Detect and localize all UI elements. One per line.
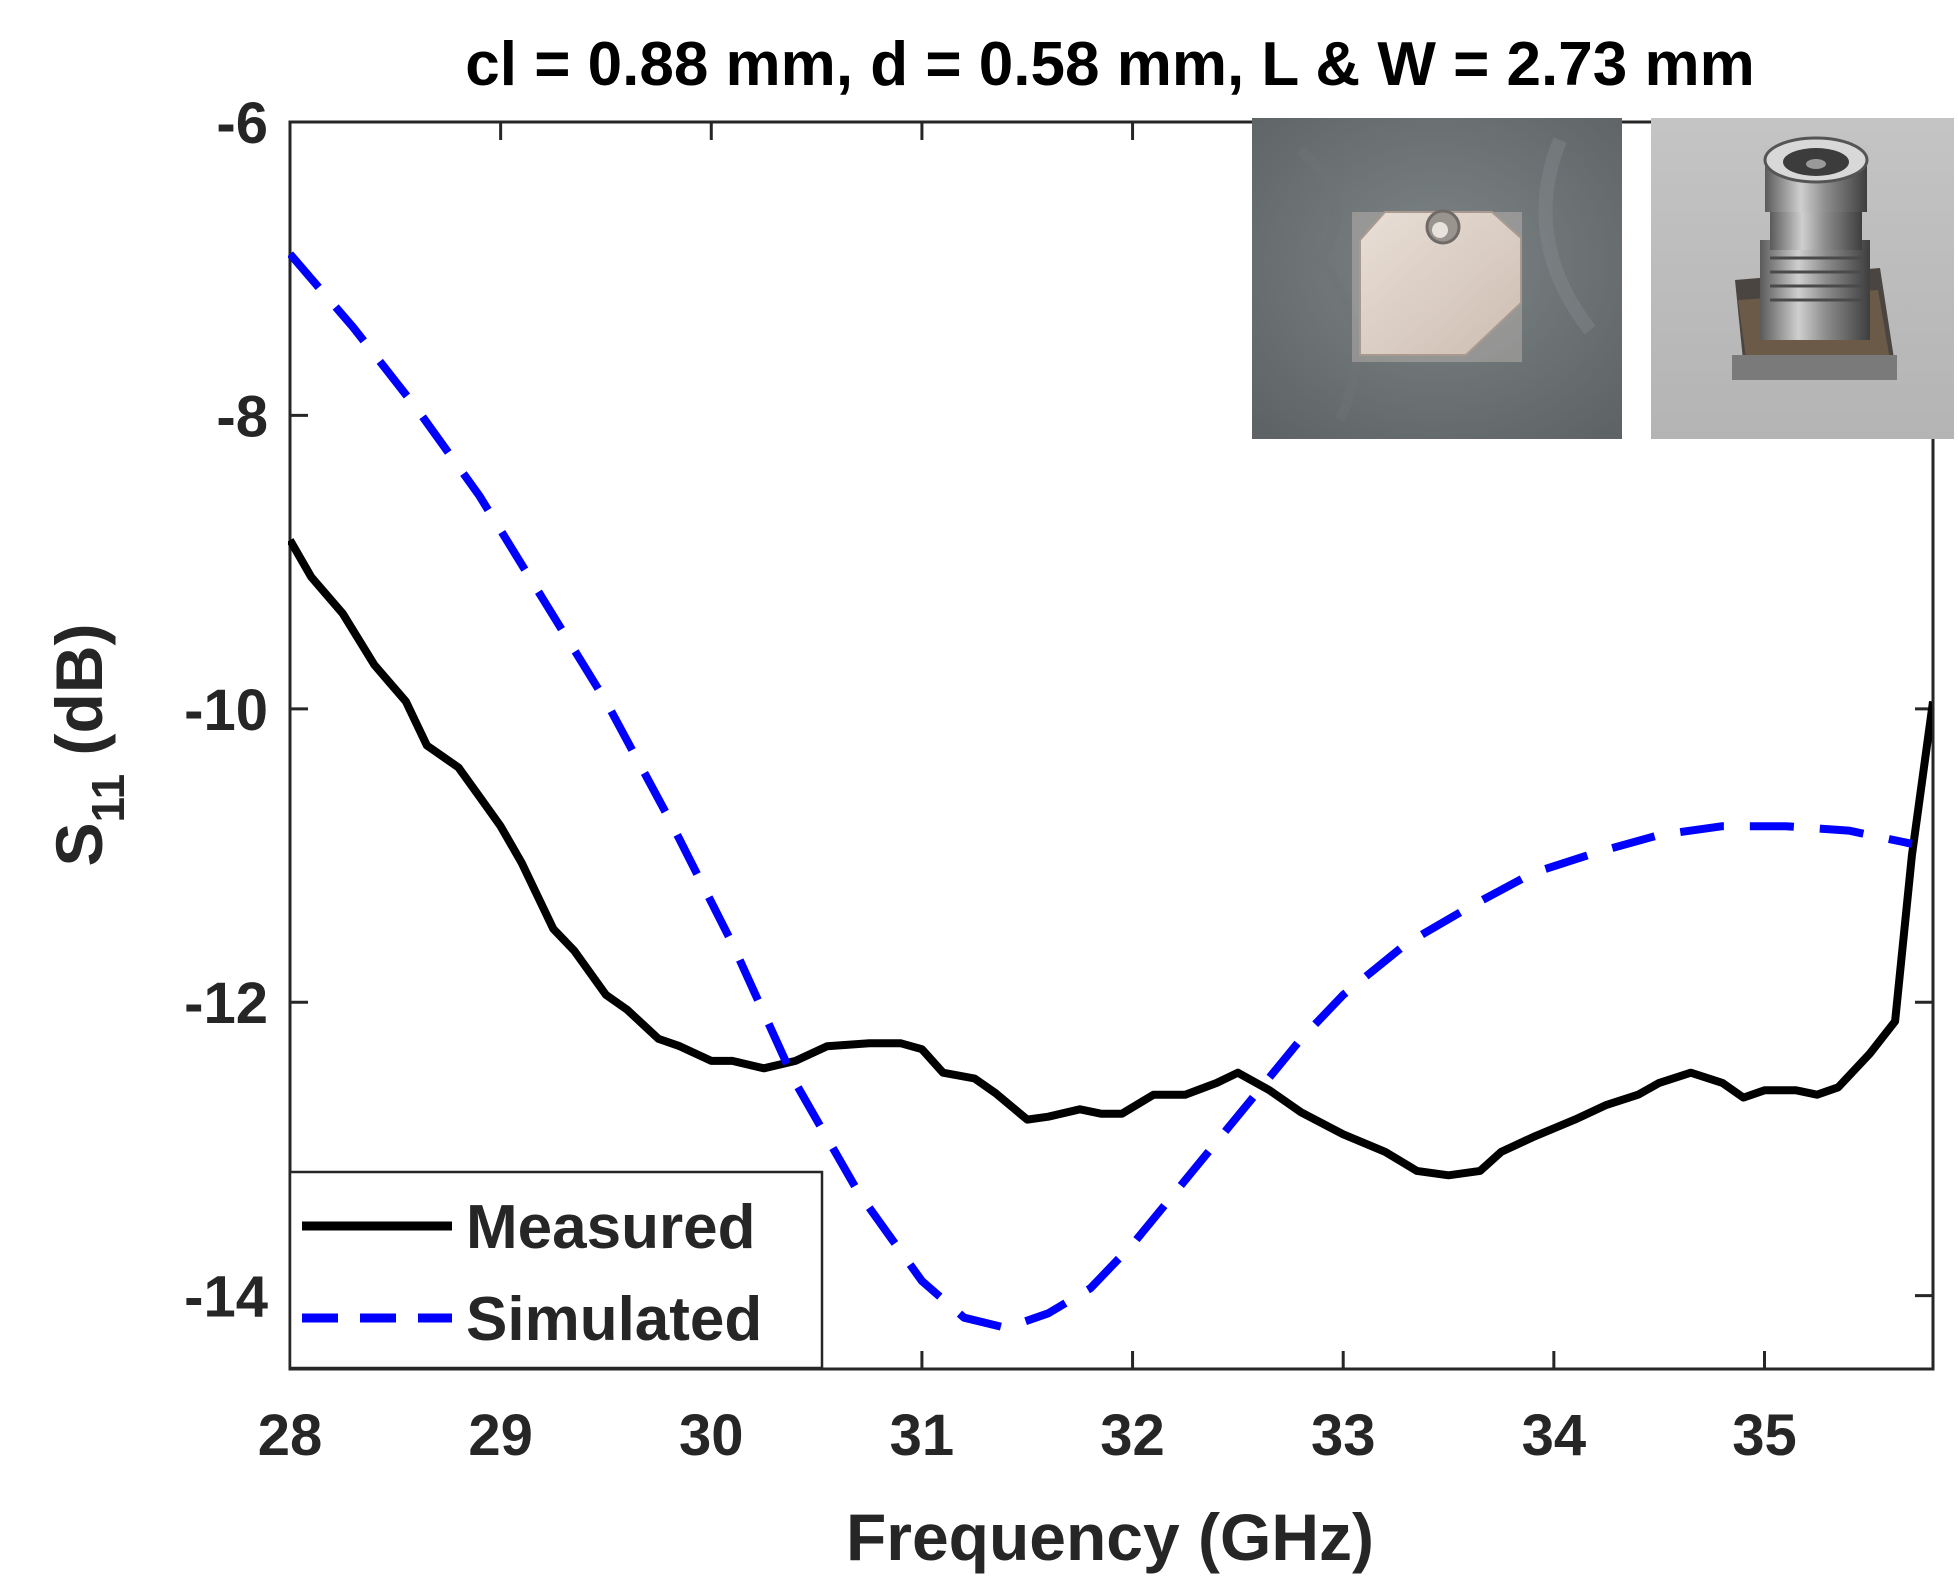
patch-antenna-photo — [1252, 118, 1622, 439]
y-tick-label: -10 — [184, 678, 268, 743]
y-tick-label: -6 — [216, 91, 268, 156]
chart-title: cl = 0.88 mm, d = 0.58 mm, L & W = 2.73 … — [465, 30, 1754, 99]
x-tick-label: 35 — [1732, 1403, 1797, 1468]
series-group — [288, 251, 1932, 1332]
x-axis-ticks: 28 29 30 31 32 33 34 35 — [258, 122, 1797, 1468]
x-tick-label: 33 — [1311, 1403, 1376, 1468]
x-tick-label: 31 — [890, 1403, 955, 1468]
legend-box — [288, 1170, 824, 1370]
y-axis-label-main: S — [42, 822, 116, 866]
y-axis-label-rest: (dB) — [42, 624, 116, 774]
x-axis-label: Frequency (GHz) — [846, 1500, 1374, 1574]
legend-label-simulated: Simulated — [466, 1285, 762, 1354]
y-axis-label: S11 (dB) — [42, 624, 134, 867]
y-tick-label: -14 — [184, 1265, 268, 1330]
x-tick-label: 34 — [1522, 1403, 1587, 1468]
svg-text:S11 (dB): S11 (dB) — [42, 624, 134, 867]
x-tick-label: 29 — [468, 1403, 533, 1468]
series-line-simulated — [288, 251, 1913, 1332]
y-axis-ticks: -14 -12 -10 -8 -6 — [184, 91, 1933, 1330]
legend-label-measured: Measured — [466, 1193, 755, 1262]
x-tick-label: 30 — [679, 1403, 744, 1468]
y-tick-label: -8 — [216, 384, 268, 449]
legend: Measured Simulated — [288, 1170, 824, 1370]
y-tick-label: -12 — [184, 971, 268, 1036]
y-axis-label-sub: 11 — [82, 774, 134, 823]
x-tick-label: 32 — [1100, 1403, 1165, 1468]
series-line-measured — [288, 538, 1932, 1180]
connector-photo — [1651, 118, 1954, 439]
x-tick-label: 28 — [258, 1403, 323, 1468]
